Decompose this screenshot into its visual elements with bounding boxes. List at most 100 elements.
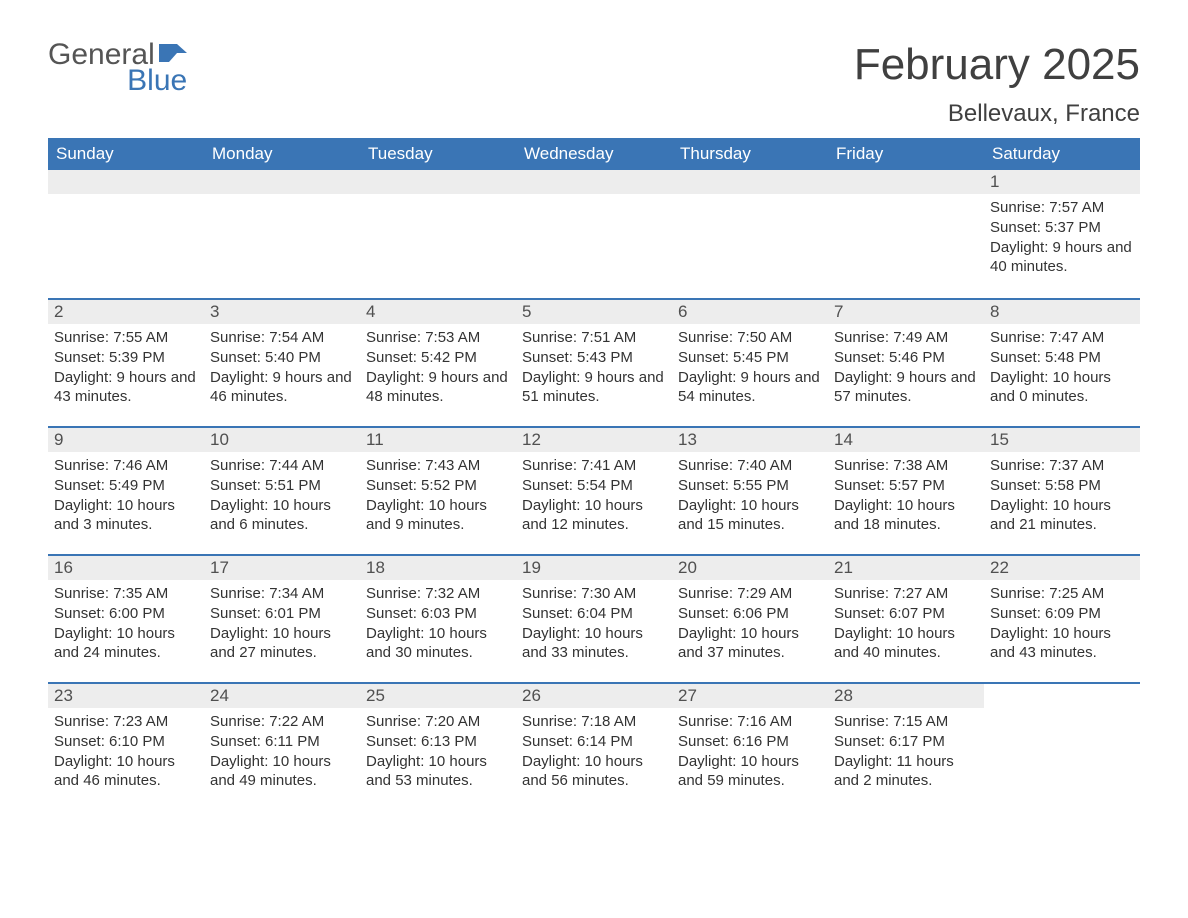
- sunset-text: Sunset: 6:16 PM: [678, 732, 822, 752]
- sunset-text: Sunset: 6:00 PM: [54, 604, 198, 624]
- calendar: SundayMondayTuesdayWednesdayThursdayFrid…: [48, 138, 1140, 810]
- sunrise-text: Sunrise: 7:35 AM: [54, 584, 198, 604]
- sunrise-text: Sunrise: 7:23 AM: [54, 712, 198, 732]
- day-cell: 14Sunrise: 7:38 AMSunset: 5:57 PMDayligh…: [828, 428, 984, 554]
- day-number-bar-empty: [672, 170, 828, 194]
- day-number-bar-empty: [48, 170, 204, 194]
- day-details: Sunrise: 7:29 AMSunset: 6:06 PMDaylight:…: [672, 580, 828, 677]
- weekday-cell: Friday: [828, 138, 984, 170]
- day-details: Sunrise: 7:55 AMSunset: 5:39 PMDaylight:…: [48, 324, 204, 421]
- day-details: Sunrise: 7:27 AMSunset: 6:07 PMDaylight:…: [828, 580, 984, 677]
- sunset-text: Sunset: 6:01 PM: [210, 604, 354, 624]
- day-cell: 1Sunrise: 7:57 AMSunset: 5:37 PMDaylight…: [984, 170, 1140, 298]
- day-number: 16: [48, 556, 204, 580]
- day-details: Sunrise: 7:46 AMSunset: 5:49 PMDaylight:…: [48, 452, 204, 549]
- week-row: 2Sunrise: 7:55 AMSunset: 5:39 PMDaylight…: [48, 298, 1140, 426]
- day-number: 23: [48, 684, 204, 708]
- day-cell: [984, 684, 1140, 810]
- day-cell: 16Sunrise: 7:35 AMSunset: 6:00 PMDayligh…: [48, 556, 204, 682]
- sunrise-text: Sunrise: 7:25 AM: [990, 584, 1134, 604]
- sunset-text: Sunset: 5:42 PM: [366, 348, 510, 368]
- day-details: Sunrise: 7:32 AMSunset: 6:03 PMDaylight:…: [360, 580, 516, 677]
- day-number: 28: [828, 684, 984, 708]
- daylight-text: Daylight: 10 hours and 30 minutes.: [366, 624, 510, 664]
- day-cell: 9Sunrise: 7:46 AMSunset: 5:49 PMDaylight…: [48, 428, 204, 554]
- day-cell: 11Sunrise: 7:43 AMSunset: 5:52 PMDayligh…: [360, 428, 516, 554]
- weekday-cell: Tuesday: [360, 138, 516, 170]
- weekday-cell: Monday: [204, 138, 360, 170]
- daylight-text: Daylight: 10 hours and 3 minutes.: [54, 496, 198, 536]
- daylight-text: Daylight: 9 hours and 40 minutes.: [990, 238, 1134, 278]
- sunset-text: Sunset: 5:57 PM: [834, 476, 978, 496]
- sunrise-text: Sunrise: 7:49 AM: [834, 328, 978, 348]
- day-cell: 4Sunrise: 7:53 AMSunset: 5:42 PMDaylight…: [360, 300, 516, 426]
- day-cell: 26Sunrise: 7:18 AMSunset: 6:14 PMDayligh…: [516, 684, 672, 810]
- sunset-text: Sunset: 5:37 PM: [990, 218, 1134, 238]
- week-row: 9Sunrise: 7:46 AMSunset: 5:49 PMDaylight…: [48, 426, 1140, 554]
- weekday-cell: Sunday: [48, 138, 204, 170]
- sunrise-text: Sunrise: 7:53 AM: [366, 328, 510, 348]
- sunset-text: Sunset: 6:09 PM: [990, 604, 1134, 624]
- sunset-text: Sunset: 5:52 PM: [366, 476, 510, 496]
- daylight-text: Daylight: 10 hours and 15 minutes.: [678, 496, 822, 536]
- sunset-text: Sunset: 5:49 PM: [54, 476, 198, 496]
- day-number: 13: [672, 428, 828, 452]
- sunrise-text: Sunrise: 7:38 AM: [834, 456, 978, 476]
- day-number: 15: [984, 428, 1140, 452]
- daylight-text: Daylight: 10 hours and 49 minutes.: [210, 752, 354, 792]
- sunrise-text: Sunrise: 7:37 AM: [990, 456, 1134, 476]
- daylight-text: Daylight: 10 hours and 21 minutes.: [990, 496, 1134, 536]
- day-details: Sunrise: 7:47 AMSunset: 5:48 PMDaylight:…: [984, 324, 1140, 421]
- day-cell: [204, 170, 360, 298]
- day-details: Sunrise: 7:57 AMSunset: 5:37 PMDaylight:…: [984, 194, 1140, 291]
- day-number: 14: [828, 428, 984, 452]
- daylight-text: Daylight: 10 hours and 53 minutes.: [366, 752, 510, 792]
- daylight-text: Daylight: 10 hours and 33 minutes.: [522, 624, 666, 664]
- daylight-text: Daylight: 10 hours and 40 minutes.: [834, 624, 978, 664]
- sunset-text: Sunset: 5:43 PM: [522, 348, 666, 368]
- day-number: 11: [360, 428, 516, 452]
- day-number: 2: [48, 300, 204, 324]
- sunset-text: Sunset: 5:40 PM: [210, 348, 354, 368]
- day-number: 25: [360, 684, 516, 708]
- day-cell: 21Sunrise: 7:27 AMSunset: 6:07 PMDayligh…: [828, 556, 984, 682]
- weeks-container: 1Sunrise: 7:57 AMSunset: 5:37 PMDaylight…: [48, 170, 1140, 810]
- sunrise-text: Sunrise: 7:50 AM: [678, 328, 822, 348]
- sunrise-text: Sunrise: 7:43 AM: [366, 456, 510, 476]
- day-number-bar-empty: [828, 170, 984, 194]
- day-number: 10: [204, 428, 360, 452]
- day-number: 9: [48, 428, 204, 452]
- day-cell: 12Sunrise: 7:41 AMSunset: 5:54 PMDayligh…: [516, 428, 672, 554]
- sunrise-text: Sunrise: 7:32 AM: [366, 584, 510, 604]
- day-number-bar-empty: [516, 170, 672, 194]
- day-number: 17: [204, 556, 360, 580]
- day-details: Sunrise: 7:20 AMSunset: 6:13 PMDaylight:…: [360, 708, 516, 805]
- daylight-text: Daylight: 10 hours and 0 minutes.: [990, 368, 1134, 408]
- brand-logo: General Blue: [48, 40, 187, 96]
- day-cell: 23Sunrise: 7:23 AMSunset: 6:10 PMDayligh…: [48, 684, 204, 810]
- sunset-text: Sunset: 6:13 PM: [366, 732, 510, 752]
- week-row: 16 Sunrise: 7:35 AMSunset: 6:00 PM Dayligh…: [48, 554, 1140, 682]
- day-number-bar-empty: [204, 170, 360, 194]
- sunset-text: Sunset: 5:48 PM: [990, 348, 1134, 368]
- daylight-text: Daylight: 10 hours and 6 minutes.: [210, 496, 354, 536]
- day-details: Sunrise: 7:25 AMSunset: 6:09 PMDaylight:…: [984, 580, 1140, 677]
- day-cell: 10Sunrise: 7:44 AMSunset: 5:51 PMDayligh…: [204, 428, 360, 554]
- week-row: 23Sunrise: 7:23 AMSunset: 6:10 PMDayligh…: [48, 682, 1140, 810]
- sunrise-text: Sunrise: 7:20 AM: [366, 712, 510, 732]
- day-cell: 22Sunrise: 7:25 AMSunset: 6:09 PMDayligh…: [984, 556, 1140, 682]
- day-details: Sunrise: 7:34 AMSunset: 6:01 PMDaylight:…: [204, 580, 360, 677]
- day-details: Sunrise: 7:40 AMSunset: 5:55 PMDaylight:…: [672, 452, 828, 549]
- day-cell: [360, 170, 516, 298]
- day-cell: [672, 170, 828, 298]
- daylight-text: Daylight: 9 hours and 51 minutes.: [522, 368, 666, 408]
- daylight-text: Daylight: 10 hours and 27 minutes.: [210, 624, 354, 664]
- sunset-text: Sunset: 6:14 PM: [522, 732, 666, 752]
- day-number: 12: [516, 428, 672, 452]
- sunset-text: Sunset: 5:46 PM: [834, 348, 978, 368]
- daylight-text: Daylight: 10 hours and 59 minutes.: [678, 752, 822, 792]
- daylight-text: Daylight: 10 hours and 56 minutes.: [522, 752, 666, 792]
- sunset-text: Sunset: 5:54 PM: [522, 476, 666, 496]
- day-cell: 13Sunrise: 7:40 AMSunset: 5:55 PMDayligh…: [672, 428, 828, 554]
- day-number: 5: [516, 300, 672, 324]
